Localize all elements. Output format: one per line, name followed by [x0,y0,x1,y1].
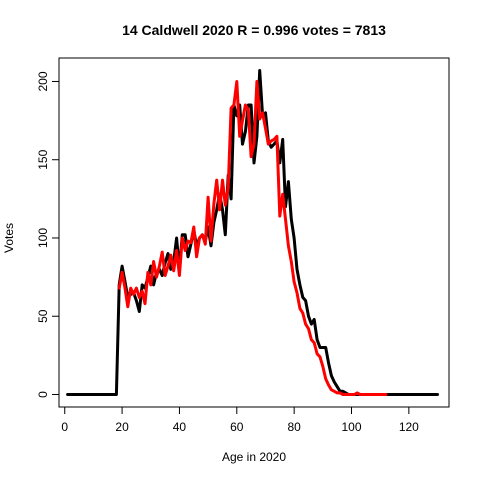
x-tick-label: 0 [61,420,68,434]
x-tick-label: 60 [230,420,244,434]
y-tick-label: 100 [36,228,50,248]
x-tick-label: 20 [115,420,129,434]
y-tick-label: 200 [36,71,50,91]
series-layer [66,69,439,396]
x-tick-label: 80 [287,420,301,434]
y-tick-label: 50 [36,309,50,323]
x-tick-label: 40 [173,420,187,434]
y-axis-label: Votes [2,223,16,253]
y-tick-label: 150 [36,149,50,169]
series-line-1 [66,69,439,396]
series-line-2 [117,80,388,396]
x-axis: 0 20 40 60 80 100 120 [61,406,419,434]
y-tick-label: 0 [36,391,50,398]
y-axis: 0 50 100 150 200 [36,71,60,398]
x-tick-label: 100 [341,420,361,434]
x-axis-label: Age in 2020 [222,450,286,464]
x-tick-label: 120 [399,420,419,434]
chart-title: 14 Caldwell 2020 R = 0.996 votes = 7813 [122,22,386,38]
